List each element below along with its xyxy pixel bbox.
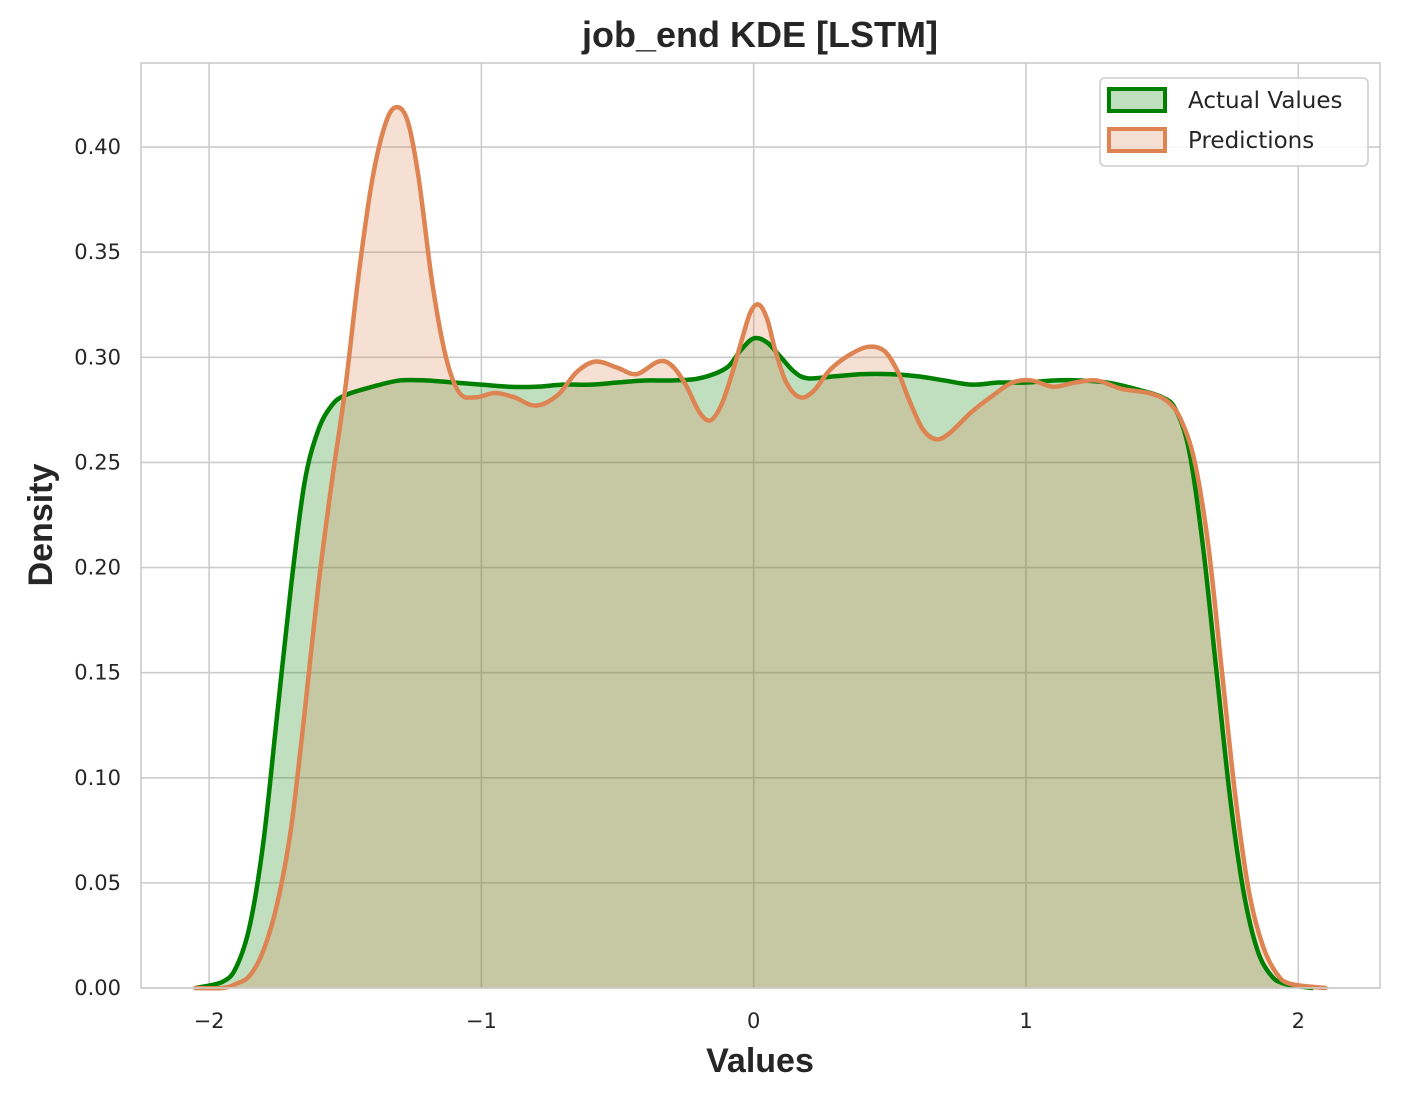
series-fill-actual-values	[195, 337, 1312, 988]
y-tick-label: 0.15	[74, 661, 121, 685]
legend-swatch-actual-values	[1107, 87, 1167, 113]
y-tick-label: 0.30	[74, 345, 121, 369]
y-tick-label: 0.20	[74, 556, 121, 580]
series-layer	[193, 104, 1328, 991]
y-tick-label: 0.05	[74, 871, 121, 895]
legend: Actual Values Predictions	[1099, 77, 1369, 167]
legend-label-predictions: Predictions	[1188, 128, 1314, 154]
y-tick-label: 0.00	[74, 976, 121, 1000]
y-tick-label: 0.10	[74, 766, 121, 790]
grid	[141, 63, 1380, 989]
legend-swatch-predictions	[1107, 127, 1167, 153]
x-tick-label: 0	[747, 1009, 760, 1033]
series-line-predictions	[193, 104, 1328, 991]
x-tick-labels: −2 −1 0 1 2	[194, 1009, 1305, 1033]
series-line-actual-values	[193, 335, 1315, 991]
series-fill-predictions	[195, 107, 1326, 989]
plot-frame	[140, 62, 1381, 989]
x-tick-label: −1	[466, 1009, 497, 1033]
x-axis-label: Values	[706, 1042, 814, 1080]
y-tick-labels: 0.00 0.05 0.10 0.15 0.20 0.25 0.30 0.35 0.40	[74, 135, 121, 1000]
y-axis-label: Density	[22, 464, 60, 587]
x-tick-label: −2	[194, 1009, 225, 1033]
chart-title: job_end KDE [LSTM]	[581, 14, 938, 55]
legend-label-actual-values: Actual Values	[1188, 88, 1343, 114]
x-tick-label: 1	[1019, 1009, 1032, 1033]
y-tick-label: 0.40	[74, 135, 121, 159]
y-tick-label: 0.25	[74, 450, 121, 474]
y-tick-label: 0.35	[74, 240, 121, 264]
x-tick-label: 2	[1292, 1009, 1305, 1033]
